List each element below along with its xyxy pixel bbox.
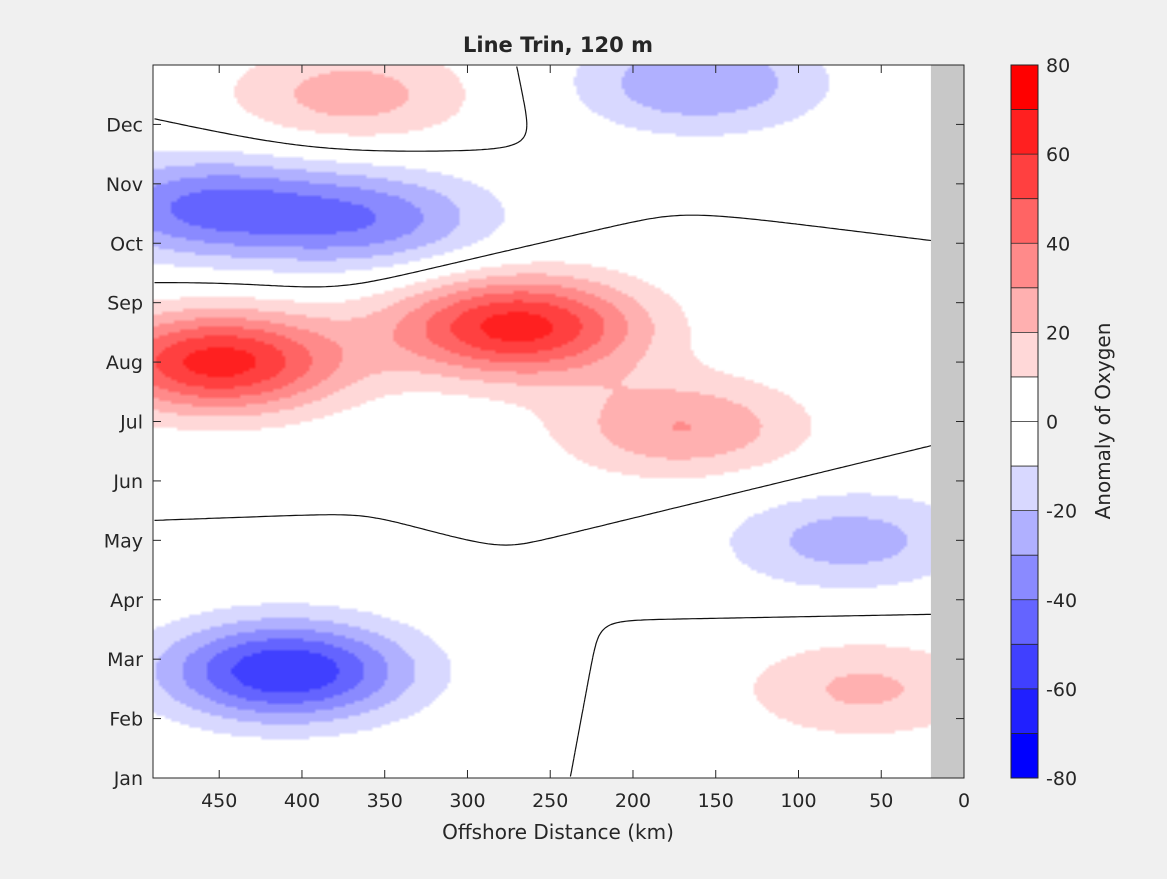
colorbar-tick-label: 0 bbox=[1046, 412, 1058, 434]
chart-title: Line Trin, 120 m bbox=[463, 33, 653, 57]
colorbar-band bbox=[1011, 599, 1038, 645]
y-tick-label: May bbox=[104, 530, 143, 552]
colorbar-band bbox=[1011, 733, 1038, 778]
x-tick-label: 300 bbox=[449, 790, 485, 812]
colorbar-band bbox=[1011, 555, 1038, 600]
y-tick-label: Feb bbox=[109, 709, 143, 731]
colorbar-band bbox=[1011, 688, 1038, 734]
colorbar-tick-label: -60 bbox=[1046, 679, 1077, 701]
x-tick-label: 250 bbox=[532, 790, 568, 812]
y-tick-label: Nov bbox=[106, 174, 143, 196]
y-tick-label: Jan bbox=[113, 768, 143, 790]
x-tick-label: 50 bbox=[869, 790, 893, 812]
y-tick-label: Oct bbox=[110, 233, 143, 255]
x-tick-label: 200 bbox=[615, 790, 651, 812]
colorbar-tick-label: 60 bbox=[1046, 144, 1070, 166]
colorbar-label: Anomaly of Oxygen bbox=[1091, 323, 1115, 520]
y-tick-label: Aug bbox=[106, 352, 143, 374]
colorbar-tick-label: -80 bbox=[1046, 768, 1077, 790]
y-tick-label: Dec bbox=[106, 114, 143, 136]
colorbar-tick-label: 40 bbox=[1046, 233, 1070, 255]
y-tick-label: Sep bbox=[107, 293, 143, 315]
colorbar-band bbox=[1011, 154, 1038, 199]
colorbar-band bbox=[1011, 510, 1038, 556]
x-tick-label: 350 bbox=[367, 790, 403, 812]
y-tick-label: Apr bbox=[110, 590, 143, 612]
anomaly-field bbox=[153, 65, 964, 778]
colorbar-band bbox=[1011, 65, 1038, 110]
colorbar-band bbox=[1011, 332, 1038, 377]
x-axis: 450 400 350 300 250 200 150 100 50 0 bbox=[201, 65, 970, 812]
colorbar: 80 60 40 20 0 -20 -40 -60 -80 bbox=[1010, 55, 1077, 790]
colorbar-tick-label: -20 bbox=[1046, 501, 1077, 523]
colorbar-band bbox=[1011, 109, 1038, 155]
colorbar-tick-label: -40 bbox=[1046, 590, 1077, 612]
x-tick-label: 150 bbox=[698, 790, 734, 812]
x-tick-label: 400 bbox=[284, 790, 320, 812]
y-tick-label: Mar bbox=[107, 649, 143, 671]
colorbar-band bbox=[1011, 466, 1038, 511]
y-tick-label: Jul bbox=[119, 412, 143, 434]
colorbar-tick-label: 20 bbox=[1046, 322, 1070, 344]
colorbar-frame bbox=[1010, 64, 1039, 779]
colorbar-band bbox=[1011, 243, 1038, 288]
x-tick-label: 450 bbox=[201, 790, 237, 812]
colorbar-tick-label: 80 bbox=[1046, 55, 1070, 77]
x-tick-label: 100 bbox=[780, 790, 816, 812]
x-axis-label: Offshore Distance (km) bbox=[442, 820, 674, 844]
y-axis: Jan Feb Mar Apr May Jun Jul Aug Sep Oct Nov Dec bbox=[104, 114, 964, 790]
y-tick-label: Jun bbox=[112, 471, 143, 493]
x-tick-label: 0 bbox=[958, 790, 970, 812]
colorbar-band bbox=[1011, 644, 1038, 689]
colorbar-band bbox=[1011, 198, 1038, 244]
colorbar-band bbox=[1011, 287, 1038, 333]
